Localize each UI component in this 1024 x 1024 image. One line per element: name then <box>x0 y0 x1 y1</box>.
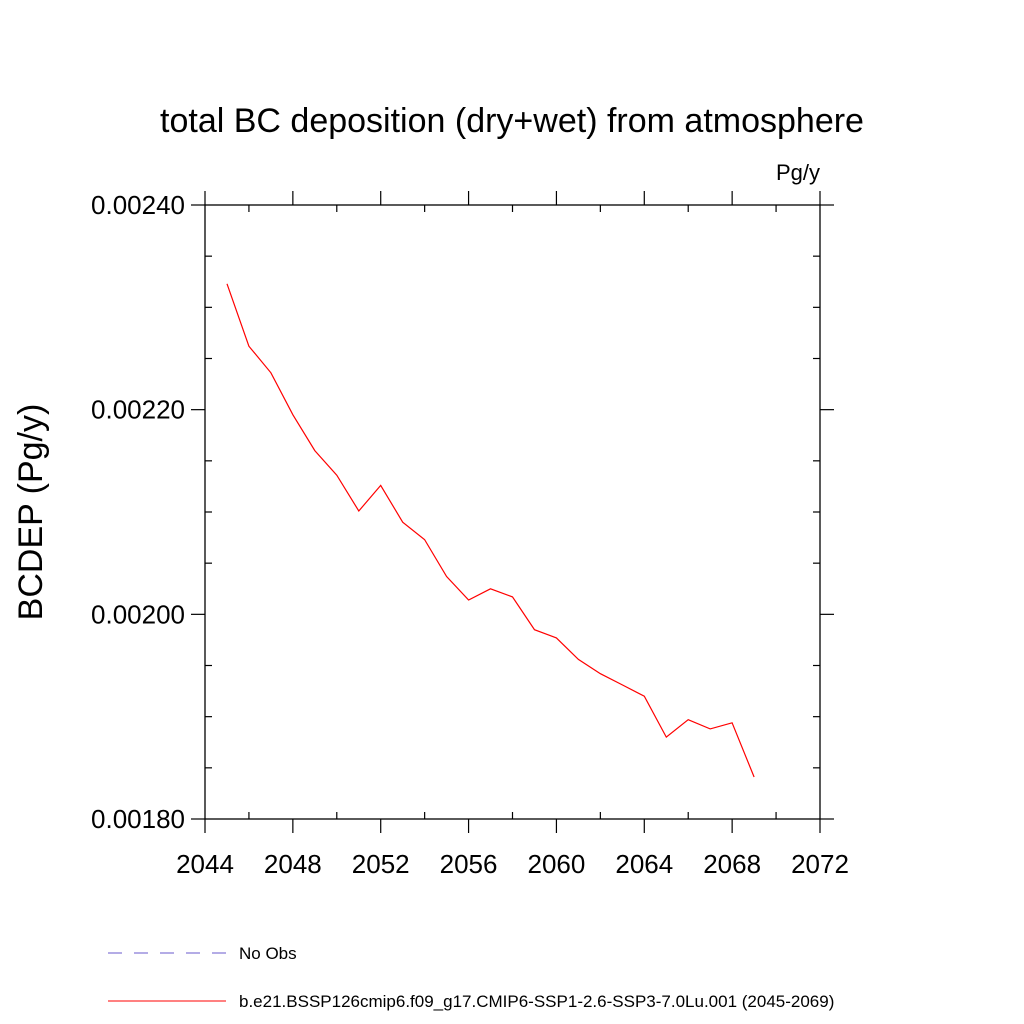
x-tick-label: 2056 <box>440 849 498 879</box>
y-tick-label: 0.00220 <box>91 395 185 425</box>
y-tick-label: 0.00200 <box>91 599 185 629</box>
legend-label: b.e21.BSSP126cmip6.f09_g17.CMIP6-SSP1-2.… <box>239 992 834 1011</box>
x-tick-label: 2060 <box>528 849 586 879</box>
series-lines <box>226 283 755 778</box>
x-tick-label: 2064 <box>615 849 673 879</box>
x-tick-label: 2044 <box>176 849 234 879</box>
plot-frame <box>204 204 821 820</box>
x-tick-label: 2052 <box>352 849 410 879</box>
axis-ticks <box>191 191 834 833</box>
y-tick-label: 0.00240 <box>91 190 185 220</box>
x-tick-label: 2048 <box>264 849 322 879</box>
x-tick-label: 2068 <box>703 849 761 879</box>
y-axis-label: BCDEP (Pg/y) <box>12 404 50 621</box>
series-line <box>226 283 755 778</box>
units-label: Pg/y <box>776 160 820 185</box>
x-tick-label: 2072 <box>791 849 849 879</box>
axis-tick-labels: 2044 2048 2052 2056 2060 2064 2068 2072 0.00180 0… <box>91 190 849 879</box>
legend: No Obs b.e21.BSSP126cmip6.f09_g17.CMIP6-S… <box>108 944 834 1011</box>
chart-title: total BC deposition (dry+wet) from atmos… <box>160 102 864 140</box>
legend-label: No Obs <box>239 944 297 963</box>
y-tick-label: 0.00180 <box>91 804 185 834</box>
